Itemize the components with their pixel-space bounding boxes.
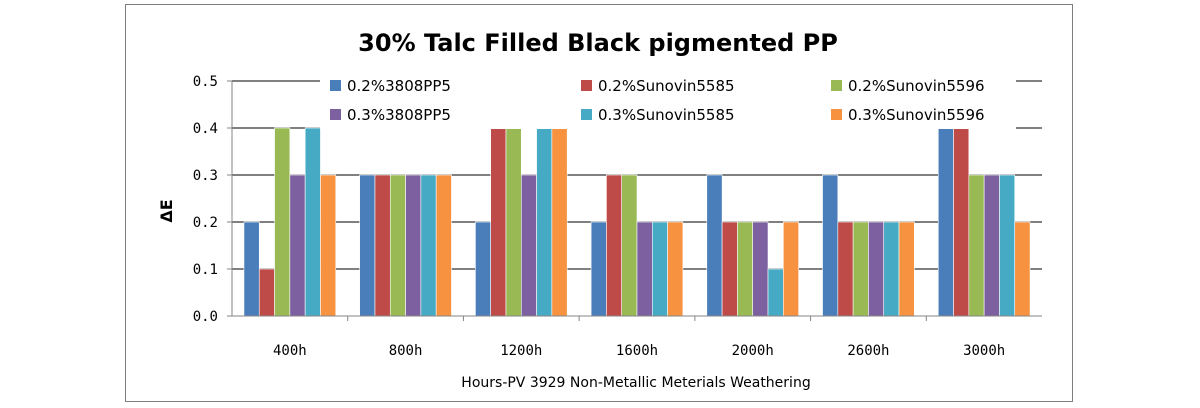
y-tick-label: 0.2 (193, 215, 218, 231)
legend-label: 0.2%Sunovin5585 (598, 77, 735, 95)
legend-label: 0.2%Sunovin5596 (848, 77, 985, 95)
legend-swatch (581, 109, 592, 120)
bar-0.2%3808PP5-800h (359, 174, 376, 317)
bar-0.2%Sunovin5596-800h (389, 174, 406, 317)
bar-0.3%Sunovin5596-800h (435, 174, 452, 317)
legend: 0.2%3808PP5 0.2%Sunovin5585 0.2%Sunovin559… (320, 77, 1016, 129)
bar-0.3%Sunovin5585-2600h (883, 221, 900, 317)
bar-0.2%Sunovin5596-3000h (968, 174, 985, 317)
x-tick-label: 2600h (847, 343, 889, 359)
bar-0.2%Sunovin5585-2000h (721, 221, 738, 317)
y-tick-label: 0.4 (193, 121, 218, 137)
y-tick-label: 0.5 (193, 74, 218, 90)
bar-0.2%Sunovin5596-400h (274, 127, 291, 317)
x-tick-label: 1200h (500, 343, 542, 359)
x-tick-label: 2000h (732, 343, 774, 359)
bar-0.3%3808PP5-1600h (636, 221, 653, 317)
bar-0.3%3808PP5-1200h (520, 174, 537, 317)
legend-label: 0.3%Sunovin5585 (598, 106, 735, 124)
y-axis-title: ΔE (157, 199, 176, 222)
y-tick-label: 0.0 (193, 309, 218, 325)
chart-title: 30% Talc Filled Black pigmented PP (358, 29, 838, 57)
legend-label: 0.2%3808PP5 (347, 77, 451, 95)
bar-0.2%Sunovin5585-800h (374, 174, 391, 317)
legend-label: 0.3%Sunovin5596 (848, 106, 985, 124)
bar-0.2%Sunovin5596-1600h (621, 174, 638, 317)
chart-frame: 30% Talc Filled Black pigmented PP 0.0 0.… (125, 4, 1073, 402)
bar-0.3%Sunovin5585-1200h (536, 127, 553, 317)
legend-swatch (831, 109, 842, 120)
bar-0.3%3808PP5-400h (289, 174, 306, 317)
x-tick-label: 1600h (616, 343, 658, 359)
x-tick-label: 3000h (963, 343, 1005, 359)
bar-0.3%Sunovin5585-400h (304, 127, 321, 317)
legend-background (320, 77, 1016, 129)
bar-0.3%Sunovin5585-1600h (651, 221, 668, 317)
bar-0.2%Sunovin5585-1600h (606, 174, 622, 317)
bar-chart: 30% Talc Filled Black pigmented PP 0.00.… (157, 29, 1042, 391)
bar-0.3%Sunovin5585-800h (420, 174, 437, 317)
bar-0.3%Sunovin5585-3000h (999, 174, 1016, 317)
y-tick-label: 0.3 (193, 168, 218, 184)
bar-0.2%3808PP5-2600h (822, 174, 839, 317)
y-tick-label: 0.1 (193, 262, 218, 278)
bar-0.3%Sunovin5596-3000h (1014, 221, 1031, 317)
bar-0.3%Sunovin5585-2000h (767, 268, 784, 317)
bar-0.2%3808PP5-2000h (706, 174, 723, 317)
bar-0.2%Sunovin5596-2000h (737, 221, 754, 317)
bar-0.3%3808PP5-3000h (983, 174, 1000, 317)
bar-0.2%Sunovin5585-400h (258, 268, 275, 317)
bar-0.3%Sunovin5596-1200h (551, 127, 568, 317)
bar-0.2%3808PP5-1200h (475, 221, 491, 317)
legend-swatch (330, 109, 341, 120)
bar-0.2%Sunovin5596-1200h (505, 127, 522, 317)
bar-0.2%3808PP5-1600h (590, 221, 607, 317)
axes: 0.0 0.1 0.2 0.3 0.4 0.5 400h 800h 1200h 1600h 2000… (193, 74, 1042, 359)
bar-0.2%3808PP5-400h (243, 221, 260, 317)
x-axis-title: Hours-PV 3929 Non-Metallic Meterials Wea… (461, 375, 810, 391)
bar-0.2%Sunovin5585-1200h (490, 127, 507, 317)
legend-label: 0.3%3808PP5 (347, 106, 451, 124)
bar-0.3%Sunovin5596-2600h (898, 221, 915, 317)
bar-0.3%3808PP5-2000h (752, 221, 769, 317)
bar-0.2%Sunovin5596-2600h (852, 221, 869, 317)
bar-0.3%3808PP5-2600h (868, 221, 885, 317)
x-tick-label: 800h (389, 343, 423, 359)
bar-0.3%Sunovin5596-2000h (783, 221, 799, 317)
bar-0.2%3808PP5-3000h (937, 127, 954, 317)
bar-0.3%Sunovin5596-1600h (667, 221, 684, 317)
bar-0.3%Sunovin5596-400h (320, 174, 337, 317)
legend-swatch (831, 80, 842, 91)
legend-swatch (581, 80, 592, 91)
legend-swatch (330, 80, 341, 91)
x-tick-label: 400h (273, 343, 307, 359)
bars (243, 127, 1031, 317)
bar-0.3%3808PP5-800h (405, 174, 422, 317)
bar-0.2%Sunovin5585-3000h (953, 127, 970, 317)
bar-0.2%Sunovin5585-2600h (837, 221, 854, 317)
